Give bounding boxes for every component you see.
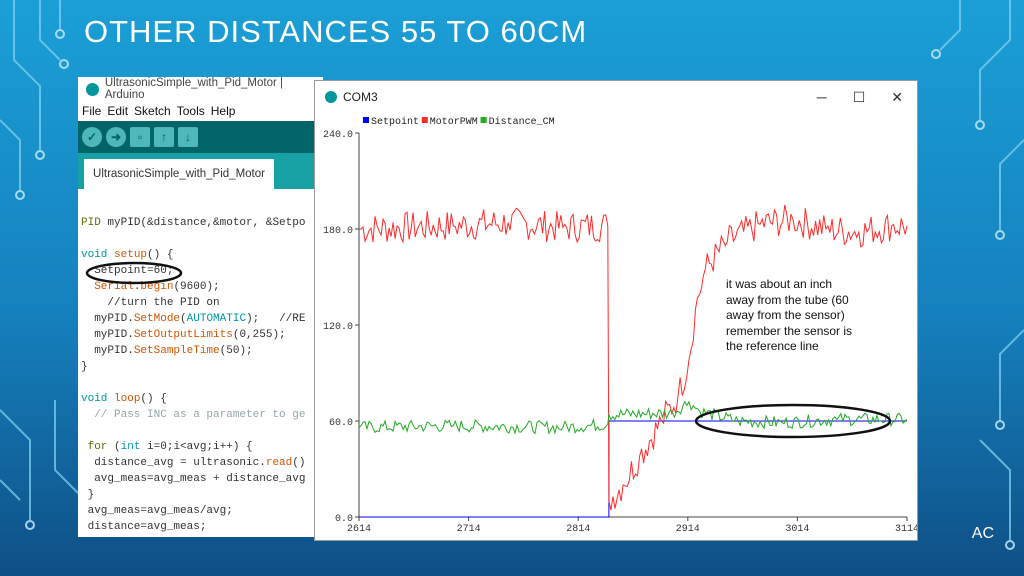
legend-swatch <box>480 117 487 123</box>
code-line <box>81 231 323 247</box>
code-line: distance=avg_meas; <box>81 521 207 533</box>
open-icon[interactable]: ↑ <box>154 127 174 147</box>
menu-sketch[interactable]: Sketch <box>134 104 171 118</box>
x-tick-label: 2814 <box>566 524 590 535</box>
menu-tools[interactable]: Tools <box>176 104 205 118</box>
arduino-ide-window: UltrasonicSimple_with_Pid_Motor | Arduin… <box>78 77 323 537</box>
legend-swatch <box>421 117 428 123</box>
series-line-motorpwm <box>358 204 908 511</box>
code-line: } <box>81 489 95 501</box>
ide-titlebar: UltrasonicSimple_with_Pid_Motor | Arduin… <box>78 77 323 101</box>
code-line: //turn the PID on <box>81 297 220 309</box>
y-tick-label: 0.0 <box>335 514 353 525</box>
serial-plotter-window: COM3 ─ ☐ ✕ 240.0 180.0 120.0 60.0 0.0 2614 271… <box>314 80 918 541</box>
close-icon[interactable]: ✕ <box>891 88 903 105</box>
menu-help[interactable]: Help <box>210 104 236 118</box>
code-line <box>81 375 323 391</box>
code-line: avg_meas=avg_meas/avg; <box>81 505 233 517</box>
series-line-distance-cm <box>358 400 908 435</box>
footer-label: AC <box>971 525 994 542</box>
menu-edit[interactable]: Edit <box>107 104 129 118</box>
minimize-icon[interactable]: ─ <box>816 88 827 105</box>
maximize-icon[interactable]: ☐ <box>852 88 866 105</box>
menu-file[interactable]: File <box>82 104 102 118</box>
x-tick-label: 2714 <box>457 524 481 535</box>
code-line: myPID.SetOutputLimits(0,255); <box>81 329 286 341</box>
y-tick-label: 120.0 <box>323 322 353 333</box>
code-line: void setup() { <box>81 249 174 261</box>
x-tick-label: 2614 <box>347 524 371 535</box>
ide-window-title: UltrasonicSimple_with_Pid_Motor | Arduin… <box>104 77 283 101</box>
verify-icon[interactable]: ✓ <box>82 127 102 147</box>
plotter-window-title: COM3 <box>343 90 378 104</box>
arduino-logo-icon <box>325 91 337 103</box>
ide-menu-bar: File Edit Sketch Tools Help <box>78 101 323 121</box>
legend-label: Setpoint <box>371 116 419 128</box>
code-editor[interactable]: PID myPID(&distance,&motor, &Setpo void s… <box>78 189 323 537</box>
code-line: PID myPID(&distance,&motor, &Setpo <box>81 217 306 229</box>
code-line: for (int i=0;i<avg;i++) { <box>87 441 253 453</box>
code-line: distance_avg = ultrasonic.read() <box>81 457 306 469</box>
code-line: void loop() { <box>81 393 167 405</box>
distance-highlight-ellipse <box>694 403 892 439</box>
plot-annotation: it was about an inch away from the tube … <box>726 277 853 353</box>
code-line: } <box>81 361 88 373</box>
legend-swatch <box>363 117 369 123</box>
legend-label: Distance_CM <box>489 116 555 128</box>
upload-icon[interactable]: ➜ <box>106 127 126 147</box>
y-tick-label: 60.0 <box>329 418 353 429</box>
plotter-titlebar: COM3 ─ ☐ ✕ <box>315 81 917 113</box>
arduino-logo-icon <box>86 82 99 96</box>
code-line: avg_meas=avg_meas + distance_avg <box>81 473 306 485</box>
y-tick-label: 180.0 <box>323 226 353 237</box>
ide-tab-bar: UltrasonicSimple_with_Pid_Motor <box>78 153 323 189</box>
code-line: Setpoint=60; <box>81 265 174 277</box>
x-tick-label: 2914 <box>676 524 700 535</box>
new-icon[interactable]: ▫ <box>130 127 150 147</box>
save-icon[interactable]: ↓ <box>178 127 198 147</box>
code-line <box>81 423 323 439</box>
x-tick-label: 3114 <box>895 524 917 535</box>
code-line: myPID.SetSampleTime(50); <box>81 345 253 357</box>
setpoint-highlight-ellipse <box>85 261 183 285</box>
series-line-setpoint <box>359 420 907 518</box>
code-line: myPID.SetMode(AUTOMATIC); //RE <box>81 313 306 325</box>
tab-sketch[interactable]: UltrasonicSimple_with_Pid_Motor <box>84 159 274 189</box>
x-tick-label: 3014 <box>785 524 809 535</box>
slide-title: OTHER DISTANCES 55 TO 60CM <box>84 14 588 49</box>
y-tick-label: 240.0 <box>323 130 353 141</box>
legend-label: MotorPWM <box>430 117 478 128</box>
code-line: // Pass INC as a parameter to ge <box>81 409 306 421</box>
code-line: Serial.begin(9600); <box>94 281 220 293</box>
ide-toolbar: ✓ ➜ ▫ ↑ ↓ <box>78 121 323 153</box>
